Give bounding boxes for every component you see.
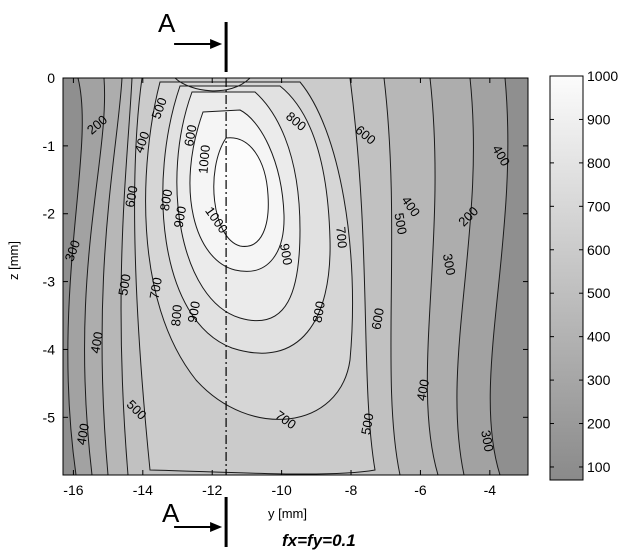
y-tick-label: -2 <box>43 206 56 222</box>
contour-label: 400 <box>74 422 93 446</box>
contour-label: 500 <box>115 273 134 297</box>
contour-label: 600 <box>368 307 387 331</box>
colorbar-tick-label: 300 <box>587 372 611 388</box>
chart-subtitle: fx=fy=0.1 <box>282 531 356 550</box>
contour-label: 500 <box>391 212 410 236</box>
y-tick-label: -4 <box>43 341 56 357</box>
y-tick-label: -3 <box>43 274 56 290</box>
colorbar-tick-label: 500 <box>587 285 611 301</box>
x-tick-label: -16 <box>63 482 83 498</box>
y-axis: 0 -1 -2 -3 -4 -5 <box>43 70 528 425</box>
y-tick-label: 0 <box>47 70 55 86</box>
contour-bands <box>67 78 509 475</box>
contour-label: 300 <box>440 252 459 276</box>
contour-label: 500 <box>148 95 170 121</box>
contour-label: 400 <box>131 129 153 155</box>
colorbar-tick-label: 400 <box>587 329 611 345</box>
contour-label: 600 <box>122 185 141 209</box>
contour-label: 600 <box>181 124 200 148</box>
contour-label: 800 <box>309 300 328 324</box>
section-marker: A A <box>158 8 228 547</box>
x-tick-label: -14 <box>133 482 153 498</box>
contour-label: 300 <box>62 238 84 264</box>
contour-line-top <box>174 78 251 92</box>
colorbar-tick-label: 1000 <box>587 68 618 84</box>
section-arrow-bottom <box>174 522 223 532</box>
contour-label: 500 <box>358 412 377 436</box>
y-axis-label: z [mm] <box>6 241 21 280</box>
x-tick-label: -6 <box>414 482 427 498</box>
contour-label: 700 <box>146 276 165 300</box>
contour-label: 700 <box>333 226 350 249</box>
contour-label: 400 <box>87 330 106 354</box>
colorbar: 1000 900 800 700 600 500 400 300 200 100 <box>549 68 618 481</box>
x-tick-label: -10 <box>272 482 292 498</box>
section-label-top: A <box>158 8 176 38</box>
y-tick-label: -5 <box>43 409 56 425</box>
section-label-bottom: A <box>162 498 180 528</box>
contour-band-peak <box>213 137 269 247</box>
colorbar-tick-label: 200 <box>587 416 611 432</box>
plot-frame <box>62 77 529 476</box>
x-tick-label: -12 <box>202 482 222 498</box>
colorbar-tick-label: 100 <box>587 459 611 475</box>
contour-label: 400 <box>414 378 433 402</box>
contour-label: 1000 <box>195 144 212 174</box>
arrow-head <box>210 522 223 532</box>
colorbar-tick-label: 900 <box>587 111 611 127</box>
contour-label: 900 <box>277 242 296 266</box>
x-tick-label: -4 <box>484 482 497 498</box>
colorbar-tick-label: 700 <box>587 198 611 214</box>
section-arrow-top <box>174 39 223 49</box>
x-axis: -16 -14 -12 -10 -8 -6 -4 <box>63 78 496 498</box>
contour-label: 900 <box>171 205 190 229</box>
x-tick-label: -8 <box>345 482 358 498</box>
arrow-head <box>210 39 223 49</box>
colorbar-gradient <box>549 75 584 481</box>
colorbar-ticks: 1000 900 800 700 600 500 400 300 200 100 <box>550 68 618 475</box>
contour-label: 800 <box>157 188 176 212</box>
contour-label: 900 <box>185 300 204 324</box>
contour-label: 300 <box>478 429 497 453</box>
y-tick-label: -1 <box>43 138 56 154</box>
colorbar-tick-label: 600 <box>587 242 611 258</box>
contour-label: 800 <box>168 304 185 327</box>
x-axis-label: y [mm] <box>268 506 307 521</box>
colorbar-tick-label: 800 <box>587 155 611 171</box>
